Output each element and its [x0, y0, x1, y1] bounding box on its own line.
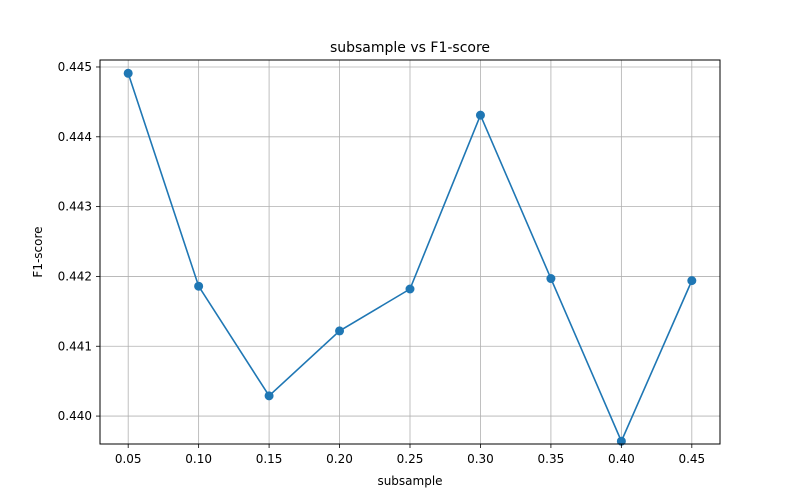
data-point: [616, 436, 626, 446]
data-point: [123, 68, 133, 78]
data-point: [687, 276, 697, 286]
x-tick-label: 0.35: [538, 452, 565, 466]
y-tick-label: 0.440: [58, 409, 92, 423]
data-point: [405, 284, 415, 294]
x-tick-label: 0.25: [397, 452, 424, 466]
y-tick-label: 0.442: [58, 269, 92, 283]
data-point: [264, 391, 274, 401]
y-tick-label: 0.445: [58, 60, 92, 74]
y-tick-label: 0.441: [58, 339, 92, 353]
x-tick-label: 0.20: [326, 452, 353, 466]
data-point: [546, 274, 556, 284]
y-axis-ticks: 0.440 0.441 0.442 0.443 0.444 0.445: [58, 60, 100, 423]
x-axis-ticks: 0.05 0.10 0.15 0.20 0.25 0.30 0.35 0.40 0.45: [115, 444, 705, 466]
x-tick-label: 0.40: [608, 452, 635, 466]
x-tick-label: 0.45: [678, 452, 705, 466]
x-tick-label: 0.15: [256, 452, 283, 466]
chart-title: subsample vs F1-score: [330, 40, 490, 56]
data-point: [194, 281, 204, 291]
series-layer: [123, 68, 697, 446]
x-tick-label: 0.30: [467, 452, 494, 466]
x-axis-label: subsample: [377, 474, 442, 488]
data-point: [335, 326, 345, 336]
data-point: [475, 110, 485, 120]
y-tick-label: 0.444: [58, 130, 92, 144]
y-tick-label: 0.443: [58, 200, 92, 214]
x-tick-label: 0.10: [185, 452, 212, 466]
grid: [100, 60, 720, 444]
y-axis-label: F1-score: [31, 226, 45, 277]
x-tick-label: 0.05: [115, 452, 142, 466]
